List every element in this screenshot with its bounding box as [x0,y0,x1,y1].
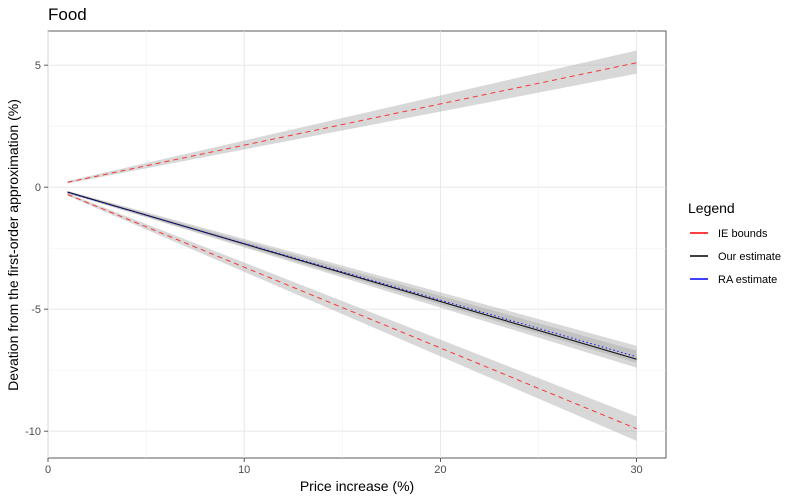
legend-label: IE bounds [718,228,768,240]
minor-grid [48,31,666,458]
y-tick-label: -10 [25,426,41,438]
legend-label: Our estimate [718,251,781,263]
major-grid [47,31,666,458]
confidence-band [67,190,637,368]
series-lines [67,62,637,430]
series-line [67,194,637,430]
legend-title: Legend [688,200,735,216]
y-tick-label: 0 [35,182,41,194]
legend: Legend IE bounds Our estimate RA estimate [688,200,781,286]
y-tick-label: -5 [31,304,41,316]
y-tick-label: 5 [35,60,41,72]
confidence-band [67,193,637,441]
x-tick-label: 30 [630,464,642,476]
series-line [67,191,637,360]
x-axis-title: Price increase (%) [300,478,414,494]
y-axis-ticks: 5 0 -5 -10 [25,60,48,438]
x-tick-label: 0 [45,464,51,476]
x-axis-ticks: 0 10 20 30 [45,458,643,476]
chart-title: Food [48,5,87,24]
legend-entries: IE bounds Our estimate RA estimate [690,228,781,286]
plot-panel [47,30,667,459]
y-axis-title: Devation from the first-order approximat… [5,99,21,391]
x-tick-label: 10 [238,464,250,476]
legend-label: RA estimate [718,274,777,286]
x-tick-label: 20 [434,464,446,476]
series-line [67,62,637,183]
confidence-band [67,50,637,184]
series-line [67,192,637,358]
